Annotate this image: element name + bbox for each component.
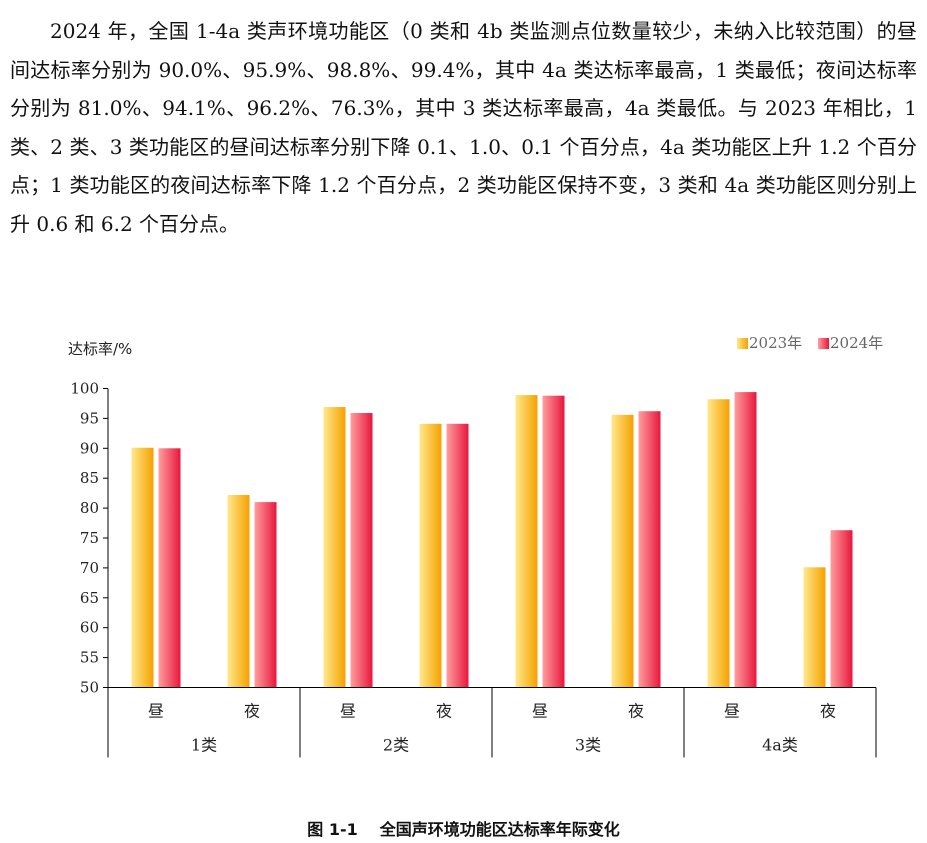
- legend-label: 2023年: [749, 334, 802, 352]
- bar-2023年-4a类-夜: [803, 567, 826, 688]
- x-group-label: 1类: [191, 736, 217, 755]
- x-category-label: 夜: [820, 702, 836, 721]
- bar-2024年-3类-昼: [542, 395, 565, 688]
- x-axis: 昼 夜 昼 夜 昼 夜 昼 夜 1类 2类 3类 4a类: [107, 687, 877, 758]
- chart-legend: 2023年 2024年: [737, 334, 883, 352]
- x-category-label: 夜: [628, 702, 644, 721]
- bar-2023年-4a类-昼: [707, 399, 730, 688]
- bar-2024年-4a类-夜: [830, 530, 853, 688]
- bar-2024年-2类-夜: [446, 423, 469, 688]
- x-category-label: 昼: [532, 702, 548, 721]
- figure-caption: 图 1-1 全国声环境功能区达标率年际变化: [0, 816, 927, 840]
- x-group-label: 2类: [383, 736, 409, 755]
- body-paragraph: 2024 年，全国 1-4a 类声环境功能区（0 类和 4b 类监测点位数量较少…: [10, 19, 917, 236]
- bar-2024年-3类-夜: [638, 411, 661, 688]
- y-tick-label: 100: [70, 380, 99, 398]
- figure-number: 图 1-1: [307, 820, 358, 839]
- y-tick-label: 70: [80, 559, 99, 577]
- bar-2024年-4a类-昼: [734, 392, 757, 688]
- y-tick-label: 55: [80, 649, 99, 667]
- y-tick-label: 75: [80, 529, 99, 547]
- bar-2023年-2类-昼: [323, 407, 346, 688]
- bar-2023年-1类-昼: [131, 447, 154, 688]
- bar-2023年-3类-夜: [611, 414, 634, 688]
- x-category-label: 昼: [148, 702, 164, 721]
- y-axis-label: 达标率/%: [68, 340, 132, 358]
- legend-swatch: [818, 338, 829, 349]
- x-category-label: 昼: [724, 702, 740, 721]
- achievement-rate-bar-chart: 2023年 2024年 达标率/% 50 55 60 65 70 75 80 85 90 95 100…: [68, 334, 883, 758]
- x-group-label: 3类: [575, 736, 601, 755]
- figure-title: 全国声环境功能区达标率年际变化: [379, 820, 620, 839]
- bar-2024年-1类-昼: [158, 448, 181, 688]
- y-tick-label: 85: [80, 469, 99, 487]
- y-tick-label: 80: [80, 499, 99, 517]
- bar-2023年-3类-昼: [515, 395, 538, 688]
- bar-2023年-2类-夜: [419, 423, 442, 688]
- x-category-label: 夜: [244, 702, 260, 721]
- bar-2024年-1类-夜: [254, 502, 277, 688]
- y-axis: 50 55 60 65 70 75 80 85 90 95 100: [70, 380, 109, 697]
- y-tick-label: 60: [80, 619, 99, 637]
- x-category-label: 夜: [436, 702, 452, 721]
- x-category-label: 昼: [340, 702, 356, 721]
- y-tick-label: 65: [80, 589, 99, 607]
- y-tick-label: 50: [80, 679, 99, 697]
- y-tick-label: 95: [80, 409, 99, 427]
- legend-swatch: [737, 338, 748, 349]
- legend-label: 2024年: [830, 334, 883, 352]
- bars: [131, 392, 853, 688]
- x-group-label: 4a类: [762, 736, 798, 755]
- y-tick-label: 90: [80, 439, 99, 457]
- bar-2023年-1类-夜: [227, 494, 250, 688]
- bar-2024年-2类-昼: [350, 413, 373, 688]
